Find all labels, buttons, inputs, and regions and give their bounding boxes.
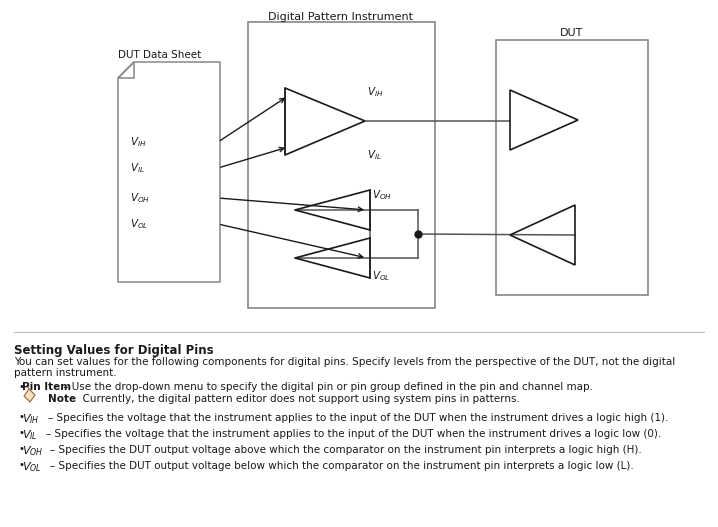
Text: $V_{OL}$: $V_{OL}$ [130,217,149,231]
Text: DUT Data Sheet: DUT Data Sheet [118,50,201,60]
Text: pattern instrument.: pattern instrument. [14,368,116,378]
Text: $V_{IL}$: $V_{IL}$ [130,161,145,175]
Text: – Specifies the voltage that the instrument applies to the input of the DUT when: – Specifies the voltage that the instrum… [48,413,668,423]
Text: You can set values for the following components for digital pins. Specify levels: You can set values for the following com… [14,357,675,367]
Text: Note: Note [48,394,76,404]
Text: $V_{IH}$: $V_{IH}$ [367,85,383,99]
Text: $V_{IL}$: $V_{IL}$ [22,428,38,442]
Text: $V_{OL}$: $V_{OL}$ [372,269,391,283]
Bar [496,40,648,295]
Text: $V_{OL}$: $V_{OL}$ [22,460,42,474]
Text: $V_{OH}$: $V_{OH}$ [22,444,43,458]
Text: $V_{IH}$: $V_{IH}$ [130,135,146,149]
Text: – Specifies the DUT output voltage below which the comparator on the instrument : – Specifies the DUT output voltage below… [50,461,634,471]
Text: $V_{IL}$: $V_{IL}$ [367,148,382,162]
Text: $V_{OH}$: $V_{OH}$ [372,188,392,202]
Text: – Specifies the DUT output voltage above which the comparator on the instrument : – Specifies the DUT output voltage above… [50,445,642,455]
Text: – Specifies the voltage that the instrument applies to the input of the DUT when: – Specifies the voltage that the instrum… [46,429,661,439]
Text: •: • [19,428,25,438]
Text: •: • [19,460,25,470]
Text: DUT: DUT [560,28,584,38]
Text: Setting Values for Digital Pins: Setting Values for Digital Pins [14,344,214,357]
Text: •: • [19,412,25,422]
Text: $V_{OH}$: $V_{OH}$ [130,191,150,205]
Text: – Use the drop-down menu to specify the digital pin or pin group defined in the : – Use the drop-down menu to specify the … [60,382,593,392]
Polygon shape [24,389,35,402]
Text: Currently, the digital pattern editor does not support using system pins in patt: Currently, the digital pattern editor do… [76,394,520,404]
Text: Digital Pattern Instrument: Digital Pattern Instrument [269,12,414,22]
Text: •: • [19,382,25,392]
Text: $V_{IH}$: $V_{IH}$ [22,412,39,426]
Bar [248,22,435,308]
Text: •: • [19,444,25,454]
Text: Pin Item: Pin Item [22,382,71,392]
